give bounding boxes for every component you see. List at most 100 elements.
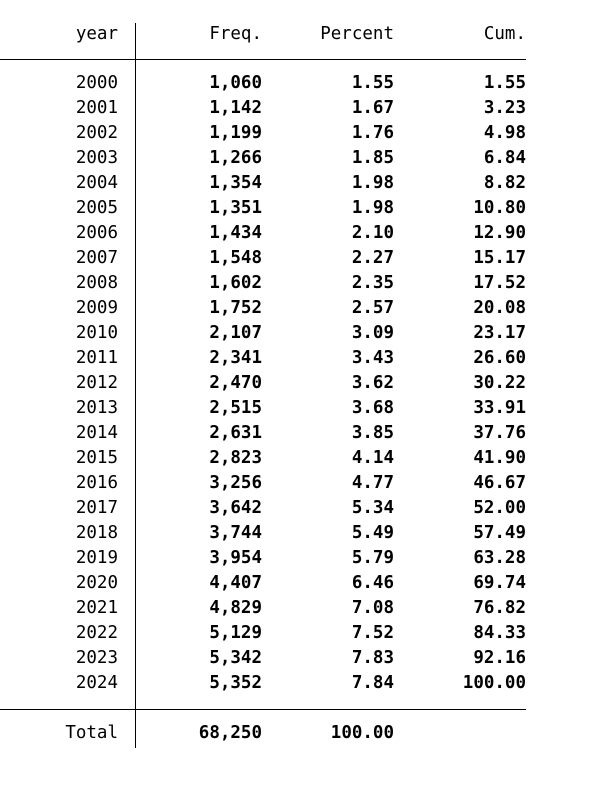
table-row: 2004 1,354 1.98 8.82 (0, 171, 612, 196)
cell-freq: 1,266 (209, 148, 262, 168)
cell-percent: 1.76 (351, 123, 394, 143)
cell-percent: 1.55 (351, 73, 394, 93)
cell-year: 2023 (75, 648, 118, 668)
cell-cum: 1.55 (483, 73, 526, 93)
cell-freq: 1,142 (209, 98, 262, 118)
cell-cum: 3.23 (483, 98, 526, 118)
cell-cum: 46.67 (473, 473, 526, 493)
cell-cum: 92.16 (473, 648, 526, 668)
cell-year: 2010 (75, 323, 118, 343)
cell-percent: 7.08 (351, 598, 394, 618)
cell-year: 2003 (75, 148, 118, 168)
cell-cum: 69.74 (473, 573, 526, 593)
cell-cum: 17.52 (473, 273, 526, 293)
cell-freq: 1,602 (209, 273, 262, 293)
total-freq: 68,250 (198, 723, 262, 743)
table-row: 2006 1,434 2.10 12.90 (0, 221, 612, 246)
cell-percent: 5.79 (351, 548, 394, 568)
cell-percent: 1.98 (351, 173, 394, 193)
cell-percent: 1.85 (351, 148, 394, 168)
cell-percent: 1.98 (351, 198, 394, 218)
table-row: 2010 2,107 3.09 23.17 (0, 321, 612, 346)
table-row: 2019 3,954 5.79 63.28 (0, 546, 612, 571)
table-row: 2017 3,642 5.34 52.00 (0, 496, 612, 521)
cell-year: 2009 (75, 298, 118, 318)
cell-year: 2004 (75, 173, 118, 193)
header-percent: Percent (320, 24, 394, 44)
table-row: 2007 1,548 2.27 15.17 (0, 246, 612, 271)
cell-cum: 63.28 (473, 548, 526, 568)
total-label: Total (65, 723, 118, 743)
cell-freq: 1,752 (209, 298, 262, 318)
cell-freq: 1,434 (209, 223, 262, 243)
table-row: 2020 4,407 6.46 69.74 (0, 571, 612, 596)
cell-year: 2020 (75, 573, 118, 593)
cell-freq: 5,352 (209, 673, 262, 693)
cell-year: 2013 (75, 398, 118, 418)
cell-freq: 2,341 (209, 348, 262, 368)
cell-year: 2018 (75, 523, 118, 543)
cell-percent: 5.34 (351, 498, 394, 518)
table-header: year Freq. Percent Cum. (0, 22, 612, 47)
cell-freq: 1,354 (209, 173, 262, 193)
cell-percent: 2.57 (351, 298, 394, 318)
total-percent: 100.00 (330, 723, 394, 743)
table-row: 2023 5,342 7.83 92.16 (0, 646, 612, 671)
total-row: Total 68,250 100.00 (0, 721, 612, 746)
cell-year: 2022 (75, 623, 118, 643)
cell-percent: 3.68 (351, 398, 394, 418)
header-divider (0, 59, 526, 60)
cell-cum: 12.90 (473, 223, 526, 243)
cell-cum: 41.90 (473, 448, 526, 468)
cell-percent: 2.27 (351, 248, 394, 268)
total-divider (0, 709, 526, 710)
cell-cum: 100.00 (462, 673, 526, 693)
cell-cum: 84.33 (473, 623, 526, 643)
cell-percent: 2.10 (351, 223, 394, 243)
cell-year: 2016 (75, 473, 118, 493)
table-row: 2012 2,470 3.62 30.22 (0, 371, 612, 396)
table-row: 2008 1,602 2.35 17.52 (0, 271, 612, 296)
cell-freq: 2,107 (209, 323, 262, 343)
cell-percent: 3.85 (351, 423, 394, 443)
cell-cum: 26.60 (473, 348, 526, 368)
cell-freq: 1,351 (209, 198, 262, 218)
cell-percent: 4.77 (351, 473, 394, 493)
cell-freq: 2,823 (209, 448, 262, 468)
cell-cum: 10.80 (473, 198, 526, 218)
cell-percent: 7.83 (351, 648, 394, 668)
cell-percent: 7.84 (351, 673, 394, 693)
cell-percent: 5.49 (351, 523, 394, 543)
header-freq: Freq. (209, 24, 262, 44)
cell-cum: 20.08 (473, 298, 526, 318)
cell-freq: 4,829 (209, 598, 262, 618)
cell-cum: 37.76 (473, 423, 526, 443)
cell-cum: 8.82 (483, 173, 526, 193)
cell-year: 2006 (75, 223, 118, 243)
cell-year: 2019 (75, 548, 118, 568)
cell-percent: 3.09 (351, 323, 394, 343)
table-row: 2009 1,752 2.57 20.08 (0, 296, 612, 321)
cell-cum: 6.84 (483, 148, 526, 168)
cell-percent: 3.62 (351, 373, 394, 393)
table-row: 2016 3,256 4.77 46.67 (0, 471, 612, 496)
cell-percent: 4.14 (351, 448, 394, 468)
cell-year: 2000 (75, 73, 118, 93)
table-row: 2022 5,129 7.52 84.33 (0, 621, 612, 646)
cell-cum: 4.98 (483, 123, 526, 143)
cell-freq: 3,256 (209, 473, 262, 493)
cell-year: 2007 (75, 248, 118, 268)
table-row: 2024 5,352 7.84 100.00 (0, 671, 612, 696)
column-divider (135, 23, 136, 748)
cell-year: 2015 (75, 448, 118, 468)
table-row: 2021 4,829 7.08 76.82 (0, 596, 612, 621)
cell-freq: 3,744 (209, 523, 262, 543)
table-row: 2000 1,060 1.55 1.55 (0, 71, 612, 96)
cell-year: 2021 (75, 598, 118, 618)
cell-year: 2017 (75, 498, 118, 518)
table-row: 2013 2,515 3.68 33.91 (0, 396, 612, 421)
header-year: year (75, 24, 118, 44)
header-cum: Cum. (483, 24, 526, 44)
cell-year: 2012 (75, 373, 118, 393)
cell-freq: 2,631 (209, 423, 262, 443)
